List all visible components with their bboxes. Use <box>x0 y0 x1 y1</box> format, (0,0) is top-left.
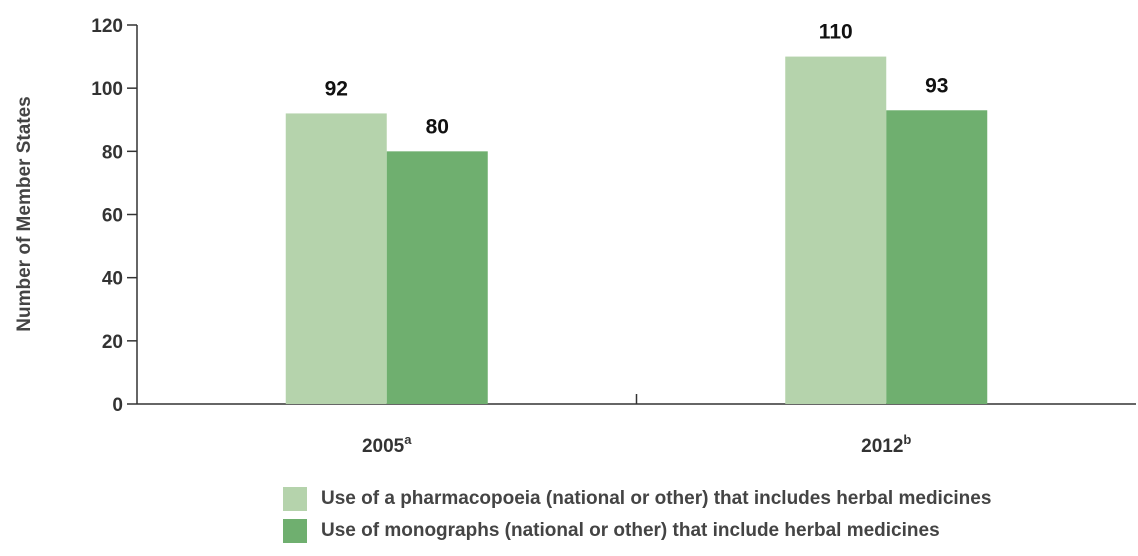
bar-chart: Number of Member States 020406080100120 … <box>14 16 1136 457</box>
data-labels: 92 80 110 93 <box>325 21 949 139</box>
bar-2005-series-2 <box>386 151 488 404</box>
bar-2005-series-1 <box>285 113 387 404</box>
legend-label-pharmacopoeia: Use of a pharmacopoeia (national or othe… <box>321 488 992 509</box>
data-label: 110 <box>819 21 853 44</box>
data-label: 93 <box>925 74 948 97</box>
bars <box>285 56 988 405</box>
y-tick-label: 0 <box>112 395 123 416</box>
x-category-label: 2012b <box>861 432 911 457</box>
data-label: 80 <box>426 115 449 138</box>
y-tick-label: 120 <box>91 16 123 37</box>
legend-label-monographs: Use of monographs (national or other) th… <box>321 520 940 541</box>
y-axis-label: Number of Member States <box>14 96 35 331</box>
legend: Use of a pharmacopoeia (national or othe… <box>283 484 991 548</box>
bar-2012-series-1 <box>785 56 887 404</box>
y-tick-label: 80 <box>102 142 123 163</box>
bar-2012-series-2 <box>886 110 988 405</box>
legend-item-pharmacopoeia: Use of a pharmacopoeia (national or othe… <box>283 484 991 514</box>
y-tick-label: 20 <box>102 332 123 353</box>
data-label: 92 <box>325 77 348 100</box>
legend-swatch-pharmacopoeia <box>283 487 307 511</box>
y-tick-label: 100 <box>91 79 123 100</box>
x-labels: 2005a 2012b <box>362 432 911 457</box>
y-tick-label: 40 <box>102 269 123 290</box>
y-ticks: 0 20 40 60 80 100 120 <box>91 16 638 416</box>
legend-item-monographs: Use of monographs (national or other) th… <box>283 516 991 546</box>
x-category-label: 2005a <box>362 432 412 457</box>
legend-swatch-monographs <box>283 519 307 543</box>
y-tick-label: 60 <box>102 206 123 227</box>
